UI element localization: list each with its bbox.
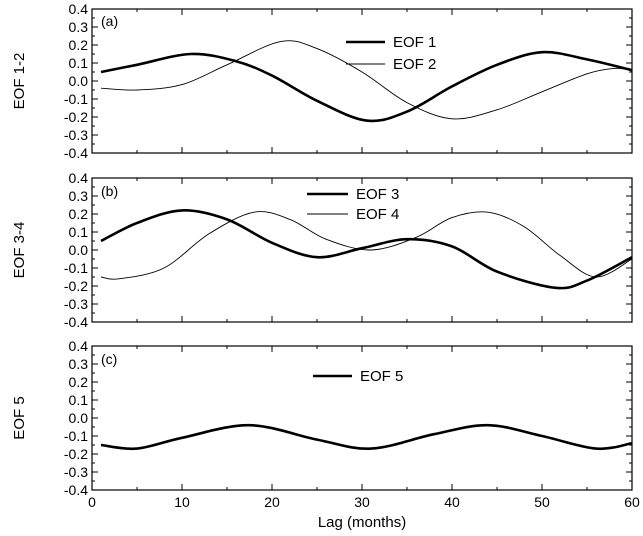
x-tick-label: 60 bbox=[624, 494, 640, 510]
y-tick-label: -0.4 bbox=[64, 145, 88, 161]
x-tick-label: 50 bbox=[534, 494, 550, 510]
series-line-eof-2 bbox=[100, 40, 632, 120]
y-tick-label: -0.2 bbox=[64, 278, 88, 294]
y-tick-label: -0.1 bbox=[64, 260, 88, 276]
y-axis-label: EOF 5 bbox=[11, 396, 28, 439]
y-tick-label: 0.2 bbox=[69, 37, 89, 53]
y-tick-label: 0.1 bbox=[69, 224, 89, 240]
y-tick-label: 0.4 bbox=[69, 1, 89, 17]
y-tick-label: 0.4 bbox=[69, 338, 89, 354]
y-axis-label: EOF 1-2 bbox=[11, 53, 28, 110]
y-tick-label: 0.3 bbox=[69, 188, 89, 204]
panel-label: (b) bbox=[101, 183, 118, 199]
y-tick-label: -0.3 bbox=[64, 127, 88, 143]
series-line-eof-5 bbox=[100, 423, 632, 451]
y-tick-label: 0.3 bbox=[69, 356, 89, 372]
x-tick-label: 30 bbox=[354, 494, 370, 510]
x-tick-label: 40 bbox=[444, 494, 460, 510]
y-tick-label: -0.2 bbox=[64, 446, 88, 462]
series-line-eof-4 bbox=[100, 211, 632, 280]
plot-frame bbox=[91, 8, 633, 154]
x-tick-label: 10 bbox=[174, 494, 190, 510]
y-tick-label: -0.4 bbox=[64, 482, 88, 498]
panel-label: (a) bbox=[101, 13, 118, 29]
legend-label: EOF 1 bbox=[393, 34, 436, 51]
y-tick-label: 0.0 bbox=[69, 242, 89, 258]
series-line-eof-1 bbox=[100, 50, 632, 123]
x-tick-label: 20 bbox=[264, 494, 280, 510]
panel-b: -0.4 -0.3 -0.2 -0.1 0.0 0.1 0.2 0.3 0.4 EOF 3-4 (b… bbox=[11, 170, 633, 330]
y-tick-label: 0.1 bbox=[69, 392, 89, 408]
y-tick-label: -0.2 bbox=[64, 109, 88, 125]
legend-label: EOF 3 bbox=[356, 186, 399, 203]
panel-a: -0.4 -0.3 -0.2 -0.1 0.0 0.1 0.2 0.3 0.4 EOF 1-2 (a… bbox=[11, 1, 633, 161]
y-tick-label: 0.1 bbox=[69, 55, 89, 71]
y-tick-label: 0.2 bbox=[69, 374, 89, 390]
series-line-eof-3 bbox=[100, 209, 632, 290]
y-tick-label: 0.3 bbox=[69, 19, 89, 35]
y-tick-label: -0.3 bbox=[64, 296, 88, 312]
y-tick-label: 0.2 bbox=[69, 206, 89, 222]
x-tick-label: 0 bbox=[88, 494, 96, 510]
y-tick-label: 0.0 bbox=[69, 410, 89, 426]
y-tick-label: 0.4 bbox=[69, 170, 89, 186]
legend-label: EOF 5 bbox=[360, 368, 403, 385]
x-axis-label: Lag (months) bbox=[318, 514, 406, 531]
panel-label: (c) bbox=[101, 351, 117, 367]
panel-c: -0.4 -0.3 -0.2 -0.1 0.0 0.1 0.2 0.3 0.4 0 10 20 30 40… bbox=[11, 338, 640, 531]
y-tick-label: -0.1 bbox=[64, 91, 88, 107]
y-axis-label: EOF 3-4 bbox=[11, 222, 28, 279]
y-tick-label: -0.3 bbox=[64, 464, 88, 480]
legend-label: EOF 2 bbox=[393, 56, 436, 73]
legend-label: EOF 4 bbox=[356, 206, 399, 223]
y-tick-label: 0.0 bbox=[69, 73, 89, 89]
y-tick-label: -0.4 bbox=[64, 314, 88, 330]
y-tick-label: -0.1 bbox=[64, 428, 88, 444]
